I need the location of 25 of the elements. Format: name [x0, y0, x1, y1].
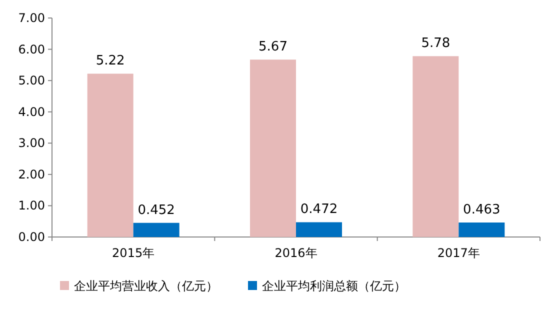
data-label: 5.67 — [258, 40, 288, 55]
data-label: 0.452 — [138, 202, 175, 218]
legend-label: 企业平均营业收入（亿元） — [74, 279, 218, 293]
y-tick-label: 3.00 — [18, 136, 45, 150]
y-tick-label: 0.00 — [18, 230, 45, 244]
bar — [458, 222, 505, 237]
x-tick-label: 2017年 — [437, 246, 480, 260]
bar — [133, 222, 180, 237]
data-label: 0.472 — [300, 202, 338, 218]
data-label: 0.463 — [463, 202, 500, 218]
y-tick-label: 4.00 — [18, 104, 45, 119]
legend-label: 企业平均利润总额（亿元） — [262, 279, 406, 293]
bar — [250, 60, 296, 237]
x-tick-label: 2015年 — [112, 246, 155, 260]
bar — [87, 74, 134, 237]
data-label: 5.78 — [421, 36, 450, 52]
bar — [296, 222, 342, 237]
data-label: 5.22 — [96, 54, 125, 69]
y-tick-label: 5.00 — [18, 74, 45, 88]
y-tick-label: 7.00 — [18, 11, 45, 25]
x-tick-label: 2016年 — [274, 246, 318, 260]
y-tick-label: 1.00 — [18, 198, 45, 213]
y-tick-label: 6.00 — [18, 42, 45, 56]
y-tick-label: 2.00 — [18, 167, 45, 182]
bar — [412, 56, 459, 237]
